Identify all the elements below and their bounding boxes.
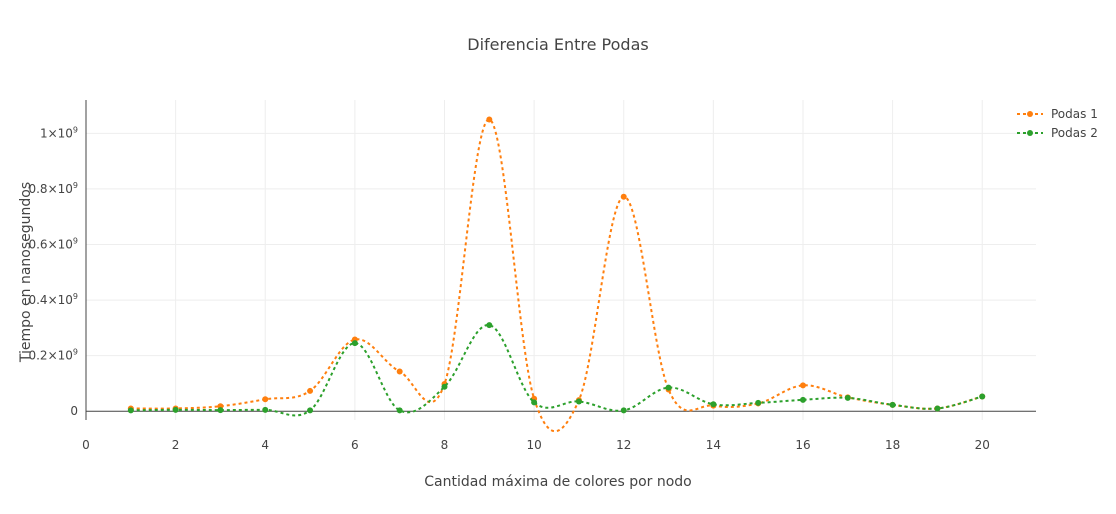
data-point [307, 387, 314, 394]
x-tick-label: 2 [172, 438, 180, 452]
x-tick-label: 6 [351, 438, 359, 452]
data-point [710, 401, 717, 408]
data-point [620, 407, 627, 414]
data-point [889, 401, 896, 408]
x-tick-label: 20 [975, 438, 990, 452]
x-tick-label: 18 [885, 438, 900, 452]
data-point [665, 384, 672, 391]
y-tick-label: 0 [70, 404, 78, 418]
legend-marker [1027, 130, 1033, 136]
legend-label: Podas 2 [1051, 126, 1098, 140]
chart-title: Diferencia Entre Podas [467, 35, 648, 54]
series-1 [127, 116, 986, 433]
data-point [127, 407, 134, 414]
x-tick-label: 16 [795, 438, 810, 452]
data-point [934, 405, 941, 412]
data-point [396, 368, 403, 375]
y-tick-label: 0.6×109 [28, 236, 78, 251]
data-point [844, 394, 851, 401]
data-point [441, 383, 448, 390]
x-tick-label: 4 [261, 438, 269, 452]
legend-marker [1027, 111, 1033, 117]
data-point [486, 116, 493, 123]
data-point [531, 399, 538, 406]
y-tick-label: 0.8×109 [28, 181, 78, 196]
data-point [217, 407, 224, 414]
y-tick-label: 0.4×109 [28, 292, 78, 307]
x-axis-label: Cantidad máxima de colores por nodo [424, 474, 692, 490]
data-point [799, 396, 806, 403]
data-point [307, 407, 314, 414]
data-point [755, 399, 762, 406]
data-point [979, 393, 986, 400]
x-tick-label: 14 [706, 438, 721, 452]
x-tick-label: 8 [441, 438, 449, 452]
x-tick-label: 12 [616, 438, 631, 452]
x-tick-label: 10 [526, 438, 541, 452]
series [127, 116, 986, 433]
data-point [262, 396, 269, 403]
data-point [799, 382, 806, 389]
data-point [172, 406, 179, 413]
y-axis-label: Tiempo en nanosegundos [18, 182, 34, 363]
labels: Diferencia Entre Podas Cantidad máxima d… [18, 35, 692, 490]
data-point [620, 193, 627, 200]
axes: 0 2 4 6 8 10 12 14 16 18 20 0 0.2×109 0.4×109 0.6×109 0… [28, 100, 1036, 452]
legend-label: Podas 1 [1051, 107, 1098, 121]
data-point [262, 406, 269, 413]
y-tick-label: 0.2×109 [28, 348, 78, 363]
data-point [396, 407, 403, 414]
series-line [130, 324, 983, 417]
data-point [575, 398, 582, 405]
y-tick-label: 1×109 [40, 125, 78, 140]
legend: Podas 1 Podas 2 [1017, 107, 1098, 140]
series-2 [127, 322, 986, 417]
grid [86, 100, 1036, 420]
data-point [351, 340, 358, 347]
series-line [130, 118, 983, 433]
data-point [486, 322, 493, 329]
x-tick-label: 0 [82, 438, 90, 452]
